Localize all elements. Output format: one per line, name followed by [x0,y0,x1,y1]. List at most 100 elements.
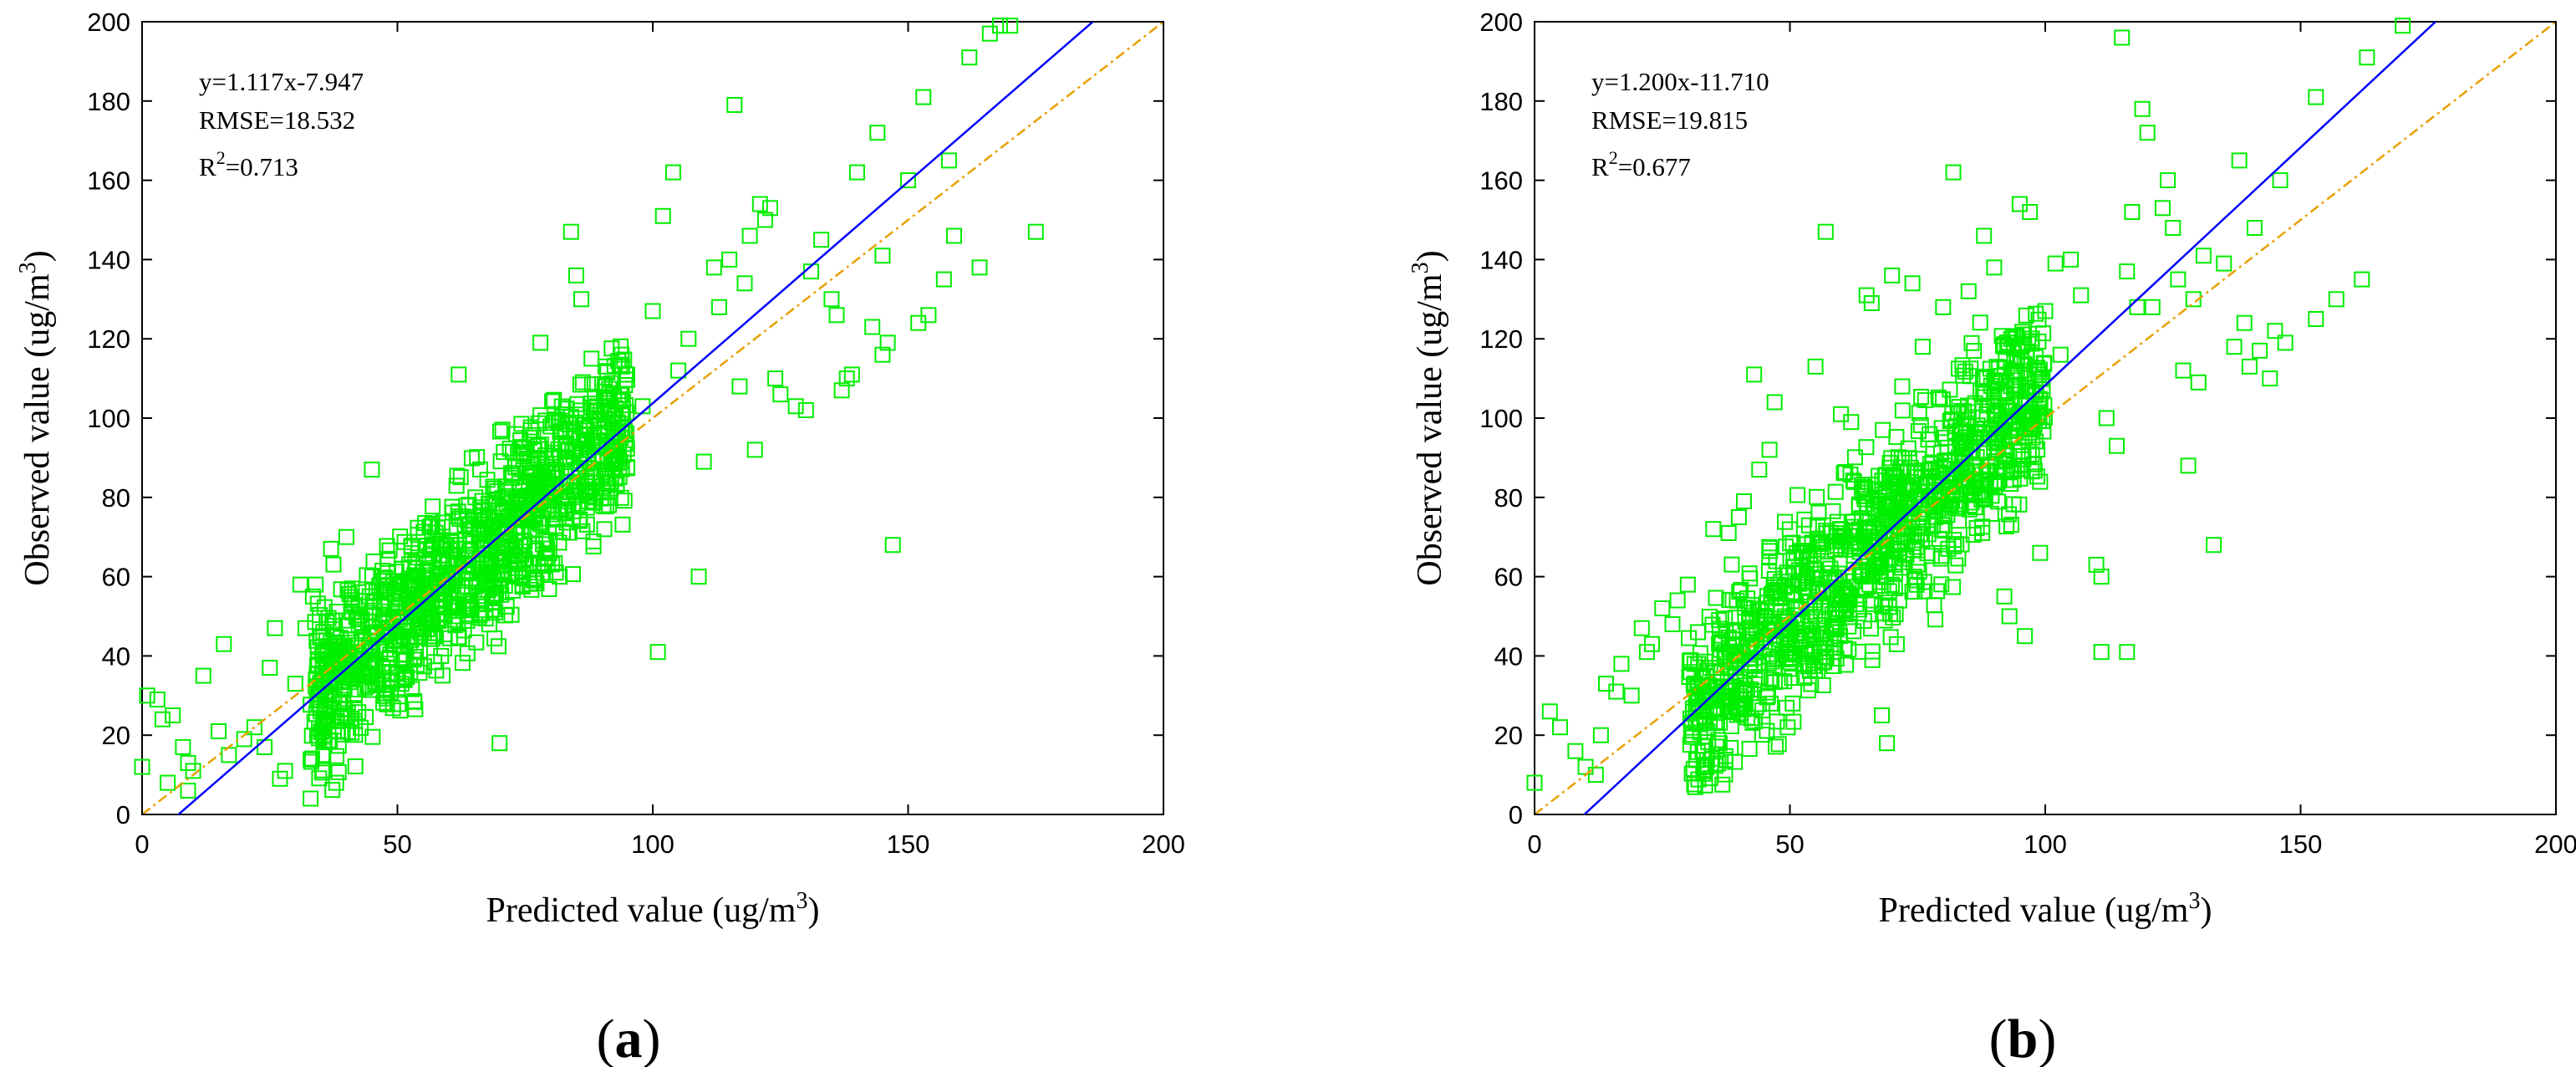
data-point [1845,623,1862,640]
data-point [572,513,588,529]
data-point [1951,513,1968,529]
data-point [569,396,586,412]
data-point [1978,464,1995,481]
data-point [920,307,937,324]
data-point [2022,204,2039,220]
data-point [1623,687,1640,704]
data-point [454,655,471,671]
data-point [389,576,406,593]
r2-text: R2=0.677 [1591,147,1691,181]
data-point [523,581,540,598]
data-point [992,18,1008,34]
data-point [424,615,440,632]
data-point [1878,569,1894,585]
data-point [431,550,448,567]
data-point [496,444,512,461]
data-point [1751,462,1768,478]
data-point [456,622,472,639]
data-point [379,656,395,672]
data-point [325,661,342,678]
data-point [593,464,609,481]
data-point [1901,450,1917,467]
data-point [2119,644,2136,661]
data-point [461,606,478,623]
data-point [589,402,606,419]
rmse-text: RMSE=19.815 [1591,105,1748,135]
data-point [379,580,395,597]
data-point [1951,399,1968,416]
data-point [2175,362,2192,379]
data-point [2226,339,2243,355]
data-point [1688,752,1704,768]
data-point [313,764,330,781]
data-point [2003,517,2019,533]
data-point [359,677,376,694]
data-point [1842,467,1859,483]
data-point [1890,449,1907,466]
data-point [154,711,171,728]
data-point [1933,521,1950,538]
data-point [262,660,278,676]
data-point [1953,536,1970,553]
data-point [491,423,508,440]
data-point [501,441,518,457]
data-point [1749,600,1766,617]
data-point [1856,479,1872,495]
data-point [1884,267,1901,283]
data-point [2006,380,2022,397]
data-point [406,693,422,710]
data-point [1963,442,1979,458]
data-point [1977,385,1993,401]
data-point [1797,536,1814,553]
data-point [726,97,743,113]
data-point [1764,671,1780,688]
data-point [1902,500,1919,517]
y-tick-label: 200 [1479,8,1523,37]
data-point [1541,703,1558,720]
data-point [1913,532,1930,549]
data-point [1791,630,1808,646]
data-point [2017,628,2034,645]
data-point [2018,307,2034,324]
data-point [339,582,356,599]
data-point [362,654,379,671]
data-point [1922,426,1938,442]
data-point [869,125,886,141]
data-point [1917,392,1933,409]
data-point [884,537,901,554]
y-tick-label: 120 [1479,324,1523,354]
data-point [1843,414,1860,431]
data-point [1881,513,1898,529]
data-point [426,628,443,645]
data-point [1701,609,1718,625]
data-point [327,612,344,629]
data-point [1986,259,2003,276]
data-point [482,569,499,586]
rmse-text: RMSE=18.532 [199,105,355,135]
r2-text: R2=0.713 [199,147,298,181]
data-point [2109,437,2125,454]
data-point [1832,540,1849,557]
data-point [424,630,440,647]
data-point [1945,164,1962,181]
data-point [554,409,571,426]
data-point [2216,255,2232,272]
data-point [1776,610,1793,627]
data-point [1937,523,1953,539]
data-point [1955,367,1972,384]
data-point [1702,715,1718,732]
data-point [504,469,521,486]
data-point [2180,457,2197,474]
panel-label: (b) [1989,1008,2057,1067]
data-point [563,223,579,240]
data-point [1827,639,1844,656]
data-point [1759,687,1776,704]
data-point [1932,488,1949,505]
y-tick-label: 100 [87,404,130,433]
data-points [134,18,1044,807]
y-tick-label: 0 [116,800,130,830]
data-point [468,634,485,651]
data-point [2024,335,2040,352]
data-point [344,657,360,674]
